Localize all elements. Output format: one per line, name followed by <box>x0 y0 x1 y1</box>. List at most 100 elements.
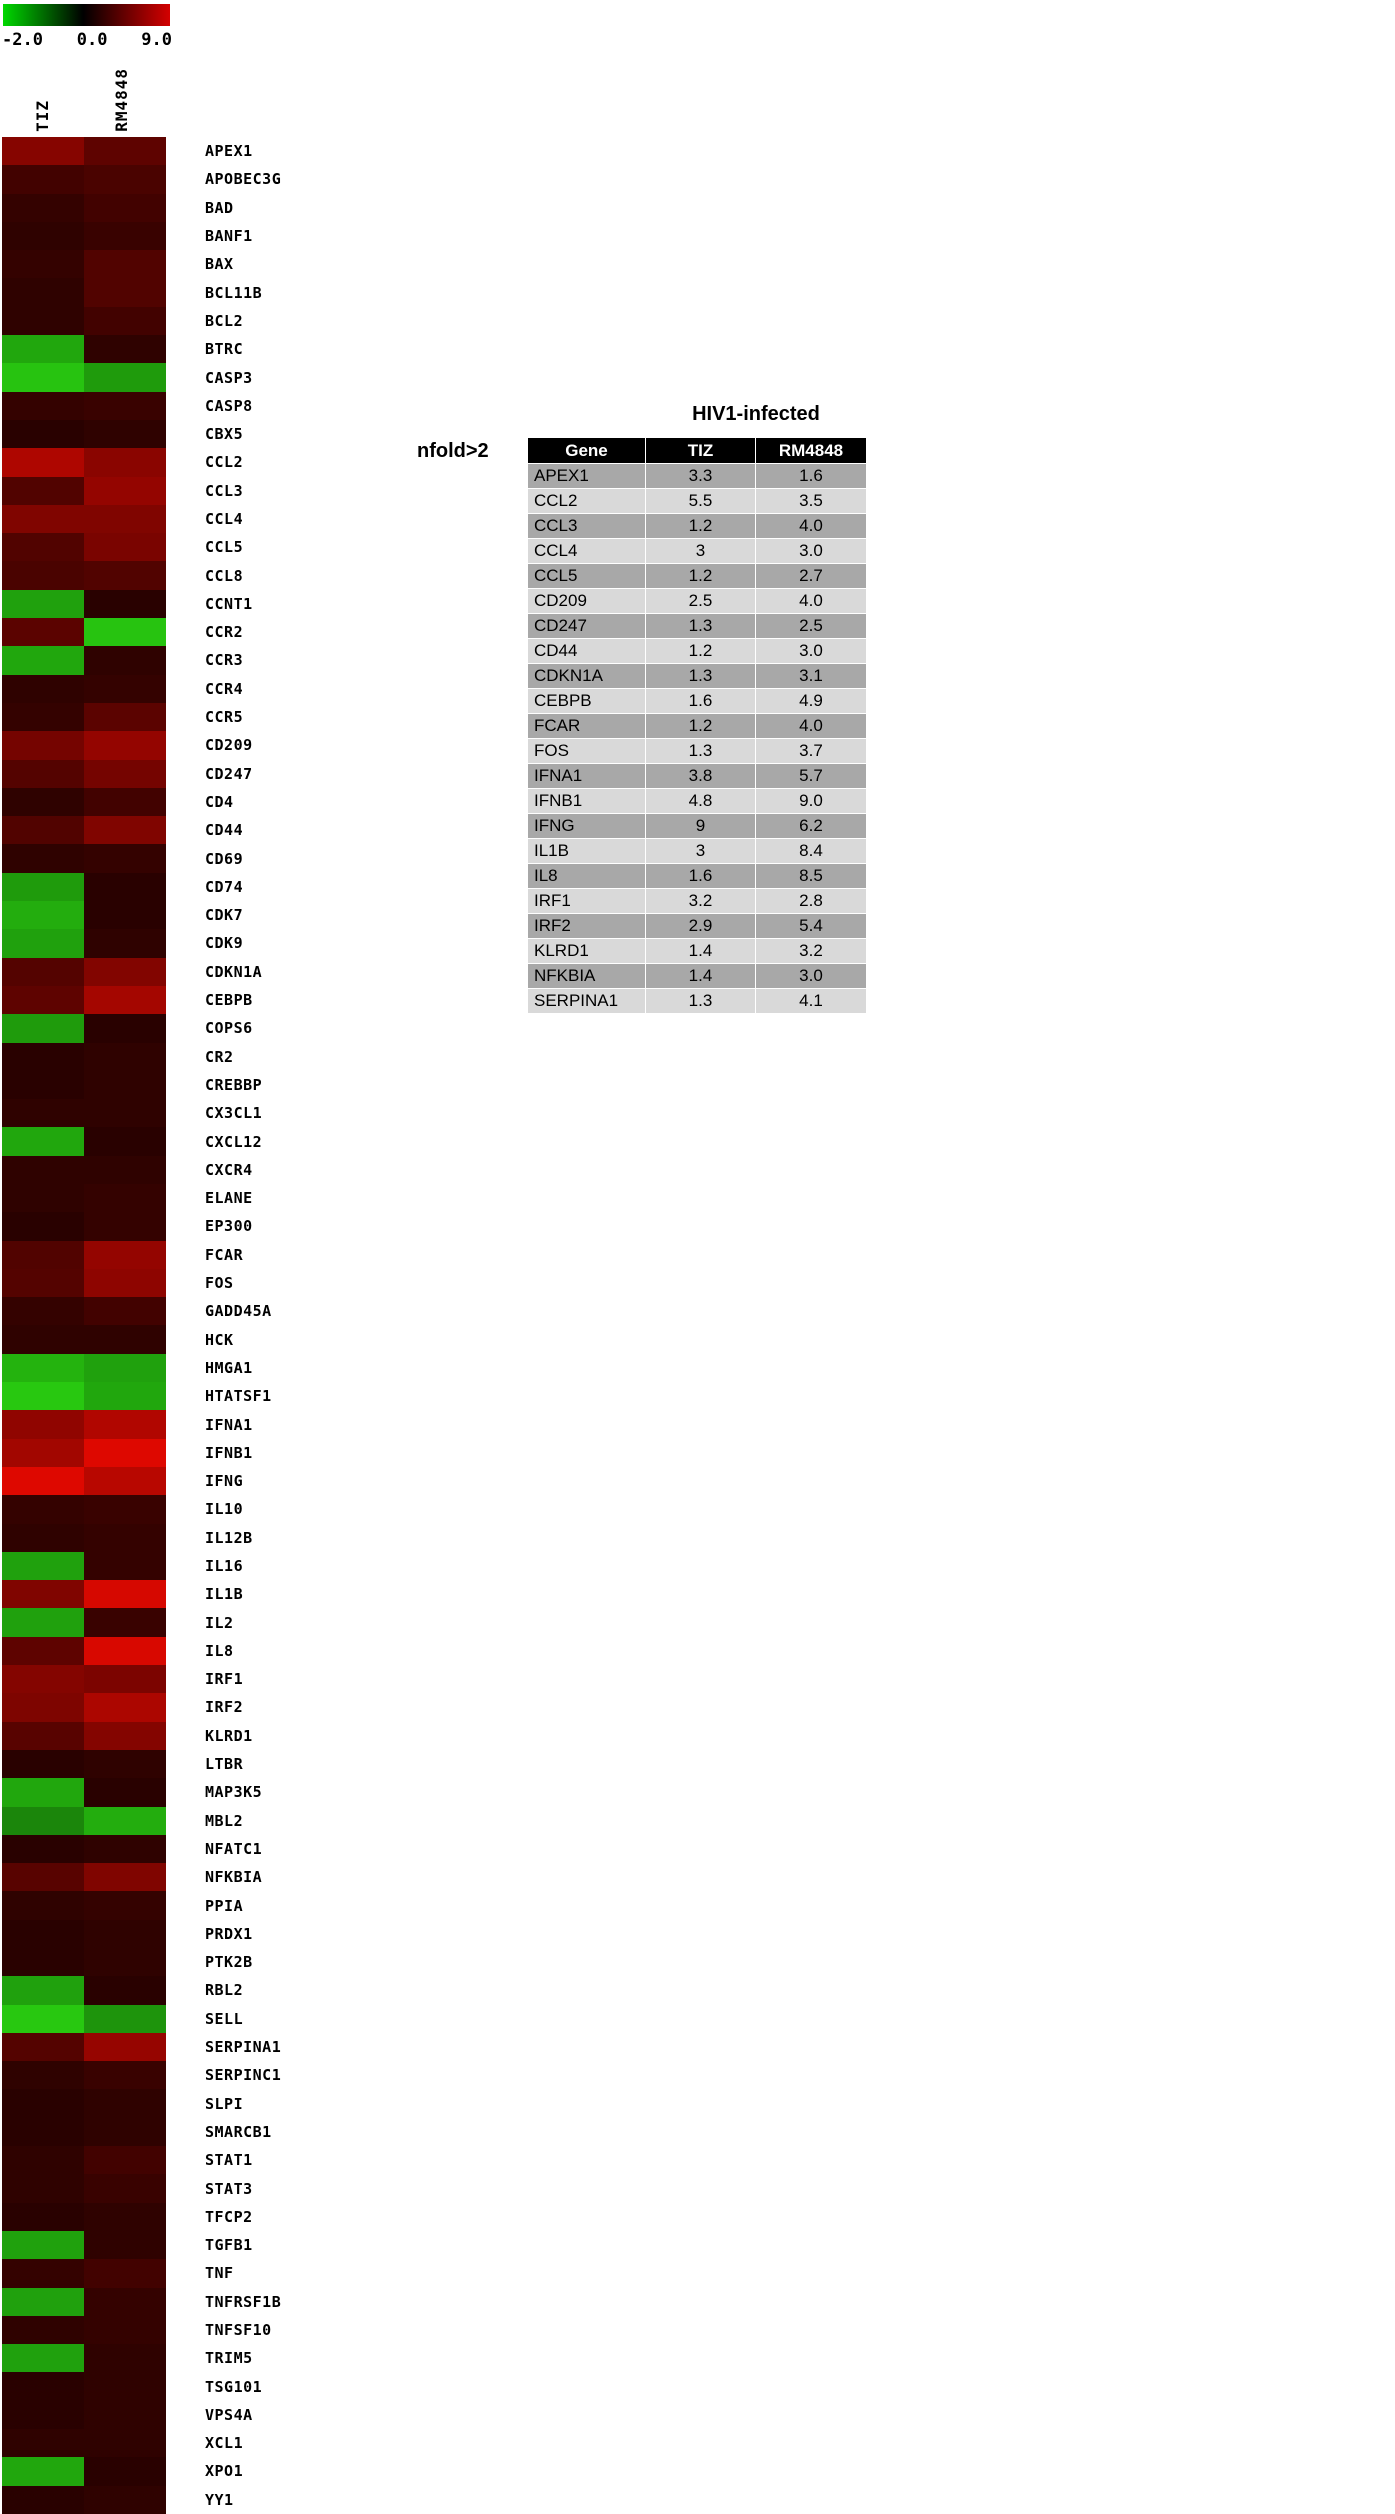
heatmap-row <box>2 2146 166 2175</box>
heatmap-row <box>2 137 166 166</box>
scale-max-label: 9.0 <box>141 30 172 50</box>
color-scale-bar <box>3 4 170 26</box>
heatmap-row <box>2 816 166 845</box>
gene-row-label: CCL4 <box>205 510 244 528</box>
heatmap-cell <box>84 2372 166 2401</box>
heatmap-row <box>2 2457 166 2486</box>
heatmap-cell <box>84 985 166 1015</box>
heatmap-cell <box>84 844 166 873</box>
heatmap-cell <box>84 1693 166 1722</box>
value-cell: 1.6 <box>755 463 867 489</box>
heatmap-row <box>2 448 166 477</box>
gene-row-label: HMGA1 <box>205 1358 253 1377</box>
heatmap-column-label-rm4848: RM4848 <box>80 42 162 132</box>
heatmap-row <box>2 306 166 336</box>
value-cell: 2.7 <box>755 563 867 589</box>
value-cell: 4.0 <box>755 588 867 614</box>
table-row: IL1B 3 8.4 <box>527 838 867 864</box>
gene-row-label: BANF1 <box>205 227 253 246</box>
heatmap-row <box>2 1551 166 1581</box>
value-cell: 5.4 <box>755 913 867 939</box>
heatmap-cell <box>84 1495 166 1524</box>
gene-row-label: NFATC1 <box>205 1839 263 1858</box>
heatmap-cell <box>2 2032 84 2062</box>
heatmap-cell <box>84 2315 166 2345</box>
value-cell: 5.7 <box>755 763 867 789</box>
gene-cell: FOS <box>527 738 646 764</box>
gene-row-label: CXCL12 <box>205 1132 263 1151</box>
gene-row-label: BAX <box>205 255 234 274</box>
gene-cell: IFNG <box>527 813 646 839</box>
value-cell: 3.0 <box>755 638 867 664</box>
gene-row-label: CCL3 <box>205 481 244 500</box>
heatmap-row <box>2 646 166 675</box>
table-header-tiz: TIZ <box>645 437 756 464</box>
table-row: IRF1 3.2 2.8 <box>527 888 867 914</box>
scale-mid-label: 0.0 <box>76 30 108 50</box>
value-cell: 1.3 <box>645 613 756 639</box>
heatmap-cell <box>84 1042 166 1071</box>
heatmap-cell <box>2 844 84 873</box>
heatmap-cell <box>2 2372 84 2401</box>
heatmap-cell <box>84 589 166 619</box>
heatmap-cell <box>2 193 84 222</box>
heatmap-cell <box>2 1212 84 1241</box>
heatmap-cell <box>2 2287 84 2316</box>
heatmap-row <box>2 1891 166 1920</box>
heatmap-cell <box>84 1155 166 1184</box>
gene-row-label: GADD45A <box>205 1302 272 1321</box>
heatmap-cell <box>2 391 84 420</box>
heatmap-cell <box>84 618 166 647</box>
value-cell: 3.3 <box>645 463 756 489</box>
gene-row-label: XPO1 <box>205 2462 244 2481</box>
heatmap-row <box>2 2287 166 2316</box>
gene-cell: KLRD1 <box>527 938 646 964</box>
heatmap-cell <box>2 2117 84 2147</box>
table-row: IFNB1 4.8 9.0 <box>527 788 867 814</box>
value-cell: 2.9 <box>645 913 756 939</box>
heatmap-cell <box>2 646 84 675</box>
gene-row-label: TNFSF10 <box>205 2321 272 2339</box>
heatmap-cell <box>2 278 84 307</box>
value-cell: 9 <box>645 813 756 839</box>
gene-cell: CCL4 <box>527 538 646 564</box>
heatmap-cell <box>84 2004 166 2033</box>
heatmap-row <box>2 702 166 732</box>
heatmap-cell <box>2 221 84 251</box>
gene-row-label: CCL8 <box>205 566 244 585</box>
value-cell: 8.5 <box>755 863 867 889</box>
heatmap-row <box>2 1834 166 1864</box>
heatmap-row <box>2 1099 166 1128</box>
heatmap-cell <box>2 618 84 647</box>
heatmap-row <box>2 1636 166 1666</box>
heatmap-cell <box>2 1099 84 1128</box>
heatmap-row <box>2 2032 166 2062</box>
heatmap-cell <box>84 1070 166 1100</box>
value-cell: 4.0 <box>755 513 867 539</box>
gene-row-label: SERPINC1 <box>205 2066 282 2085</box>
table-row: SERPINA1 1.3 4.1 <box>527 988 867 1014</box>
heatmap-cell <box>84 2202 166 2231</box>
gene-row-label: ELANE <box>205 1189 253 1208</box>
heatmap-row <box>2 1014 166 1043</box>
heatmap-cell <box>2 985 84 1015</box>
heatmap-cell <box>2 561 84 590</box>
gene-row-label: STAT3 <box>205 2179 253 2198</box>
table-header-gene: Gene <box>527 437 646 464</box>
value-cell: 2.8 <box>755 888 867 914</box>
heatmap-row <box>2 1382 166 1411</box>
gene-row-label: CX3CL1 <box>205 1104 263 1123</box>
gene-row-label: CREBBP <box>205 1075 263 1094</box>
heatmap-cell <box>84 1806 166 1835</box>
table-row: APEX1 3.3 1.6 <box>527 463 867 489</box>
heatmap-row <box>2 1127 166 1156</box>
heatmap-cell <box>84 2344 166 2373</box>
gene-row-label: CCL5 <box>205 538 244 557</box>
heatmap-row <box>2 901 166 930</box>
heatmap-row <box>2 2174 166 2203</box>
heatmap-cell <box>2 1438 84 1467</box>
heatmap-row <box>2 1608 166 1637</box>
gene-row-label: IL16 <box>205 1556 244 1575</box>
heatmap-cell <box>84 2485 166 2514</box>
heatmap-cell <box>2 702 84 732</box>
